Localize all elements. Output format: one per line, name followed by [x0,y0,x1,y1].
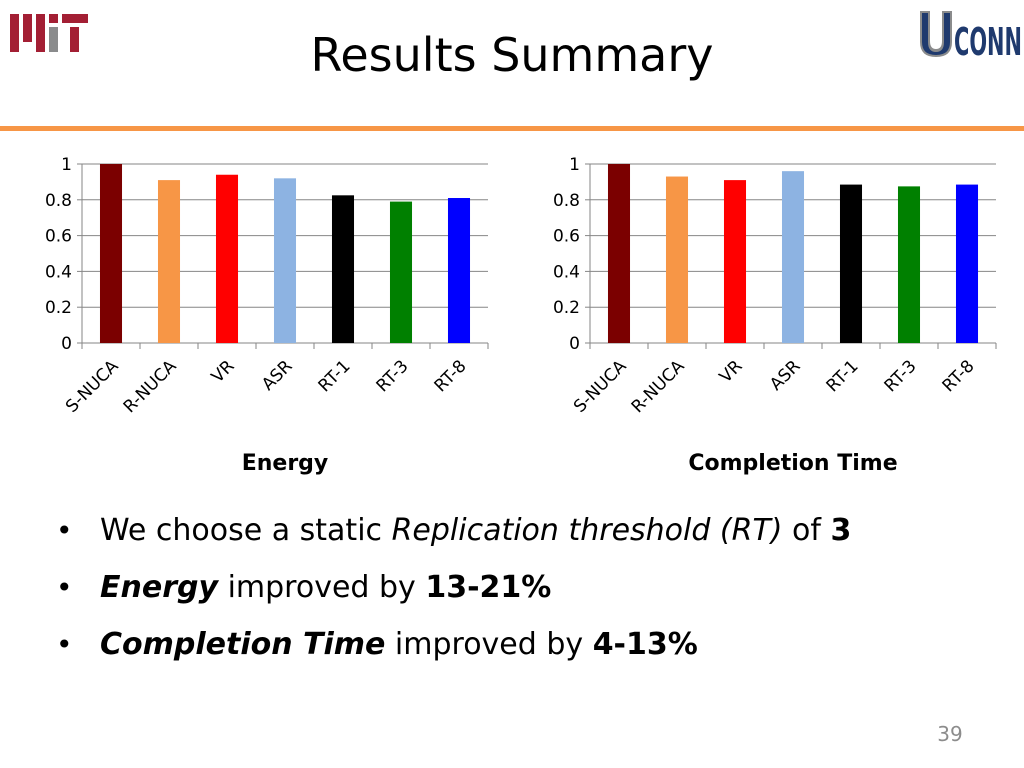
bar [955,184,979,343]
bullet-dot-icon: • [56,571,73,604]
bar [273,178,297,343]
x-tick-label: S-NUCA [570,356,631,417]
bar [389,201,413,343]
title-divider [0,126,1024,131]
y-tick-label: 0.2 [45,298,72,318]
bullet-text-run: 3 [830,513,852,548]
x-tick-label: RT-1 [823,356,863,396]
x-tick-label: RT-8 [431,356,471,396]
y-tick-label: 0.2 [553,298,580,318]
bullet-dot-icon: • [56,628,73,661]
x-axis-title: Completion Time [688,451,897,476]
x-tick-label: ASR [258,356,296,394]
svg-text:CONN: CONN [954,20,1022,61]
y-tick-label: 0.8 [45,191,72,211]
bar [839,184,863,343]
bar [331,195,355,343]
bullet-text-run: of [782,513,831,548]
y-tick-label: 0.4 [45,262,72,282]
bar [723,180,747,343]
bullet-text-run: 13-21% [425,570,552,605]
bar [665,176,689,343]
x-tick-label: R-NUCA [628,356,689,417]
x-tick-label: RT-3 [373,356,413,396]
uconn-logo: CONN [918,9,1022,61]
y-tick-label: 0.6 [45,227,72,247]
bullet-text: Energy improved by 13-21% [100,570,551,605]
x-axis-title: Energy [242,451,329,476]
y-tick-label: 0 [569,334,580,354]
bullet-text-run: 4-13% [592,627,698,662]
x-tick-label: RT-1 [315,356,355,396]
y-tick-label: 0.8 [553,191,580,211]
y-tick-label: 0 [61,334,72,354]
y-tick-label: 0.6 [553,227,580,247]
bar [447,198,471,343]
bullet-text-run: Energy [100,570,219,605]
x-tick-label: VR [208,356,239,387]
page-number: 39 [937,722,963,746]
bar [897,186,921,343]
mit-logo [10,14,88,52]
bar [607,164,631,343]
bar [157,180,181,343]
x-tick-label: RT-8 [939,356,979,396]
x-tick-label: VR [716,356,747,387]
x-tick-label: RT-3 [881,356,921,396]
x-tick-label: ASR [766,356,804,394]
y-tick-label: 0.4 [553,262,580,282]
bullet-item: • Energy improved by 13-21% [56,570,996,627]
x-tick-label: S-NUCA [62,356,123,417]
bullet-text-run: We choose a static [100,513,392,548]
bullet-text-run: improved by [218,570,426,605]
slide-title: Results Summary [310,28,714,82]
bullet-dot-icon: • [56,514,73,547]
bullet-text: Completion Time improved by 4-13% [100,627,698,662]
bullet-text-run: improved by [385,627,593,662]
y-tick-label: 1 [569,155,580,175]
y-tick-label: 1 [61,155,72,175]
bullet-item: • We choose a static Replication threshol… [56,513,996,570]
bullet-text-run: Replication threshold (RT) [391,513,783,548]
bullet-text: We choose a static Replication threshold… [100,513,851,548]
x-tick-label: R-NUCA [120,356,181,417]
bar [99,164,123,343]
bar [781,171,805,343]
bar [215,174,239,343]
bullet-item: • Completion Time improved by 4-13% [56,627,996,684]
bullet-list: • We choose a static Replication threshol… [56,513,996,684]
bullet-text-run: Completion Time [100,627,386,662]
